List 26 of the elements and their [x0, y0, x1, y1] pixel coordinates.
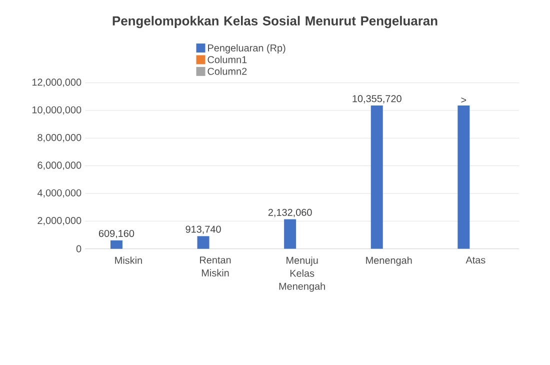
chart-title: Pengelompokkan Kelas Sosial Menurut Pengeluaran — [112, 16, 438, 28]
x-tick-label: Rentan Miskin — [200, 256, 231, 276]
y-tick-label: 4,000,000 — [37, 189, 82, 198]
legend-label: Column2 — [208, 68, 247, 75]
legend-label: Column1 — [208, 56, 247, 64]
x-tick-label: Menengah — [366, 256, 412, 266]
bar — [284, 219, 296, 249]
bar — [110, 240, 122, 249]
x-tick-label: Menuju Kelas Menengah — [279, 256, 325, 292]
x-tick-label: Atas — [466, 256, 486, 264]
data-label: 10,355,720 — [352, 95, 402, 104]
y-tick-label: 2,000,000 — [38, 217, 82, 226]
data-label: > — [461, 98, 466, 103]
bar — [197, 236, 210, 249]
y-tick-label: 8,000,000 — [38, 134, 82, 142]
y-tick-label: 12,000,000 — [32, 78, 82, 87]
bar — [458, 106, 470, 249]
x-tick-label: Miskin — [115, 256, 142, 264]
legend-label: Pengeluaran (Rp) — [208, 44, 286, 54]
y-tick-label: 6,000,000 — [38, 162, 82, 170]
data-label: 609,160 — [98, 230, 134, 238]
y-tick-label: 0 — [76, 245, 82, 252]
y-tick-label: 10,000,000 — [32, 106, 82, 115]
data-label: 2,132,060 — [268, 208, 312, 218]
data-label: 913,740 — [186, 226, 221, 234]
bar — [370, 106, 383, 249]
